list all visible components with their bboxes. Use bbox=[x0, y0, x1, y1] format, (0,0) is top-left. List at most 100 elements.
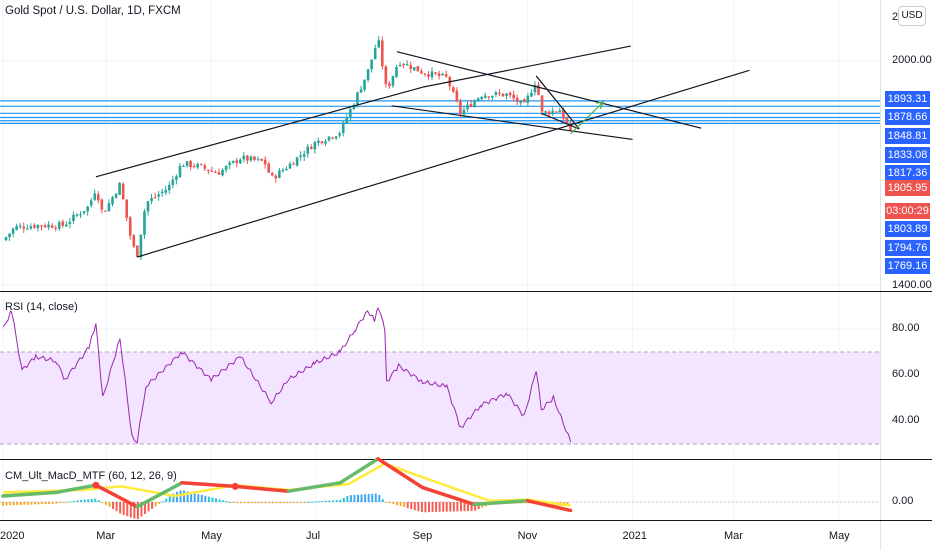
macd-histogram-bar bbox=[278, 502, 281, 504]
trendline[interactable] bbox=[541, 112, 580, 130]
macd-histogram-bar bbox=[349, 495, 352, 502]
candle-body bbox=[430, 71, 434, 78]
macd-histogram-bar bbox=[112, 502, 115, 510]
price-label-9[interactable]: 1769.16 bbox=[885, 258, 930, 274]
candle-body bbox=[295, 157, 299, 166]
candle-body bbox=[487, 96, 491, 98]
macd-histogram-bar bbox=[122, 502, 125, 515]
macd-histogram-bar bbox=[239, 502, 242, 504]
candle-body bbox=[345, 117, 349, 124]
candle-body bbox=[185, 161, 189, 166]
candle-body bbox=[207, 169, 210, 171]
macd-histogram-bar bbox=[456, 502, 459, 512]
macd-histogram-bar bbox=[325, 500, 328, 502]
rsi-pane bbox=[0, 307, 880, 445]
macd-histogram-bar bbox=[236, 502, 239, 504]
candle-body bbox=[196, 164, 199, 168]
candle-body bbox=[317, 140, 320, 143]
candle-body bbox=[491, 95, 494, 98]
candle-body bbox=[515, 97, 519, 102]
candle-body bbox=[334, 136, 338, 139]
macd-histogram-bar bbox=[332, 500, 335, 502]
macd-histogram-bar bbox=[271, 502, 274, 504]
candle-body bbox=[384, 66, 388, 85]
macd-histogram-bar bbox=[335, 500, 338, 502]
macd-histogram-bar bbox=[445, 502, 448, 512]
macd-line-segment bbox=[233, 484, 291, 493]
price-label-6[interactable]: 03:00:29 bbox=[885, 203, 930, 219]
trendline[interactable] bbox=[535, 75, 580, 130]
trendline[interactable] bbox=[95, 86, 423, 178]
macd-histogram-bar bbox=[243, 502, 246, 504]
macd-histogram-bar bbox=[357, 494, 359, 502]
macd-cross-dot bbox=[92, 481, 100, 489]
macd-histogram-bar bbox=[392, 502, 395, 505]
macd-line-segment bbox=[376, 457, 425, 490]
macd-histogram-bar bbox=[396, 502, 399, 506]
candle-body bbox=[18, 225, 22, 227]
macd-histogram-bar bbox=[19, 502, 22, 505]
candle-body bbox=[26, 228, 29, 230]
macd-histogram-bar bbox=[410, 502, 413, 510]
trendline[interactable] bbox=[391, 105, 633, 141]
trendline[interactable] bbox=[136, 69, 750, 258]
candle-body bbox=[498, 93, 501, 95]
macd-histogram-bar bbox=[442, 502, 445, 512]
candle-body bbox=[136, 245, 139, 257]
candle-body bbox=[54, 227, 57, 229]
candle-body bbox=[423, 73, 427, 75]
candle-body bbox=[104, 210, 107, 212]
price-label-2[interactable]: 1848.81 bbox=[885, 128, 930, 144]
candle-body bbox=[125, 199, 128, 218]
macd-histogram-bar bbox=[168, 496, 171, 502]
axis-label-partial: 2 bbox=[892, 11, 899, 23]
chart-title[interactable]: Gold Spot / U.S. Dollar, 1D, FXCM bbox=[5, 5, 181, 17]
trendline[interactable] bbox=[422, 45, 631, 88]
candle-body bbox=[288, 163, 292, 169]
price-label-0[interactable]: 1893.31 bbox=[885, 91, 930, 107]
macd-histogram-bar bbox=[261, 502, 264, 504]
candle-body bbox=[121, 183, 125, 200]
price-label-7[interactable]: 1803.89 bbox=[885, 221, 930, 237]
macd-histogram-bar bbox=[229, 501, 232, 503]
price-label-3[interactable]: 1833.08 bbox=[885, 147, 930, 163]
time-axis-label: Jul bbox=[306, 530, 321, 542]
price-label-4[interactable]: 1817.36 bbox=[885, 165, 930, 181]
candle-body bbox=[444, 74, 448, 77]
projection-arrow-head[interactable] bbox=[596, 101, 605, 110]
candle-body bbox=[260, 158, 263, 161]
macd-histogram-bar bbox=[381, 499, 384, 502]
trendlines[interactable] bbox=[95, 45, 750, 258]
candle-body bbox=[331, 137, 334, 139]
macd-histogram-bar bbox=[428, 502, 430, 513]
projection-arrow[interactable] bbox=[570, 101, 605, 135]
macd-histogram-bar bbox=[268, 502, 271, 504]
macd-histogram-bar bbox=[342, 497, 345, 502]
rsi-axis-label: 80.00 bbox=[892, 322, 920, 334]
candle-body bbox=[75, 214, 79, 216]
macd-histogram-bar bbox=[264, 502, 267, 504]
candle-body bbox=[370, 59, 373, 70]
horizontal-levels[interactable] bbox=[0, 100, 880, 124]
macd-histogram-bar bbox=[385, 502, 388, 503]
candle-body bbox=[402, 64, 405, 66]
candle-body bbox=[132, 235, 136, 247]
price-label-8[interactable]: 1794.76 bbox=[885, 240, 930, 256]
macd-title[interactable]: CM_Ult_MacD_MTF (60, 12, 26, 9) bbox=[5, 470, 177, 482]
macd-histogram-bar bbox=[65, 502, 68, 503]
candle-body bbox=[8, 233, 11, 238]
currency-button[interactable]: USD bbox=[898, 6, 926, 26]
macd-histogram-bar bbox=[435, 502, 438, 512]
macd-histogram-bar bbox=[108, 502, 111, 507]
projection-arrow-line[interactable] bbox=[570, 101, 604, 135]
price-label-1[interactable]: 1878.66 bbox=[885, 109, 930, 125]
rsi-title[interactable]: RSI (14, close) bbox=[5, 301, 78, 313]
candle-body bbox=[551, 110, 554, 115]
candle-body bbox=[302, 154, 306, 157]
time-axis-label: May bbox=[828, 530, 850, 542]
candle-body bbox=[285, 168, 288, 171]
trendline[interactable] bbox=[396, 51, 702, 129]
macd-histogram-bar bbox=[200, 494, 203, 502]
price-label-5[interactable]: 1805.95 bbox=[885, 180, 930, 196]
candle-body bbox=[43, 225, 47, 228]
